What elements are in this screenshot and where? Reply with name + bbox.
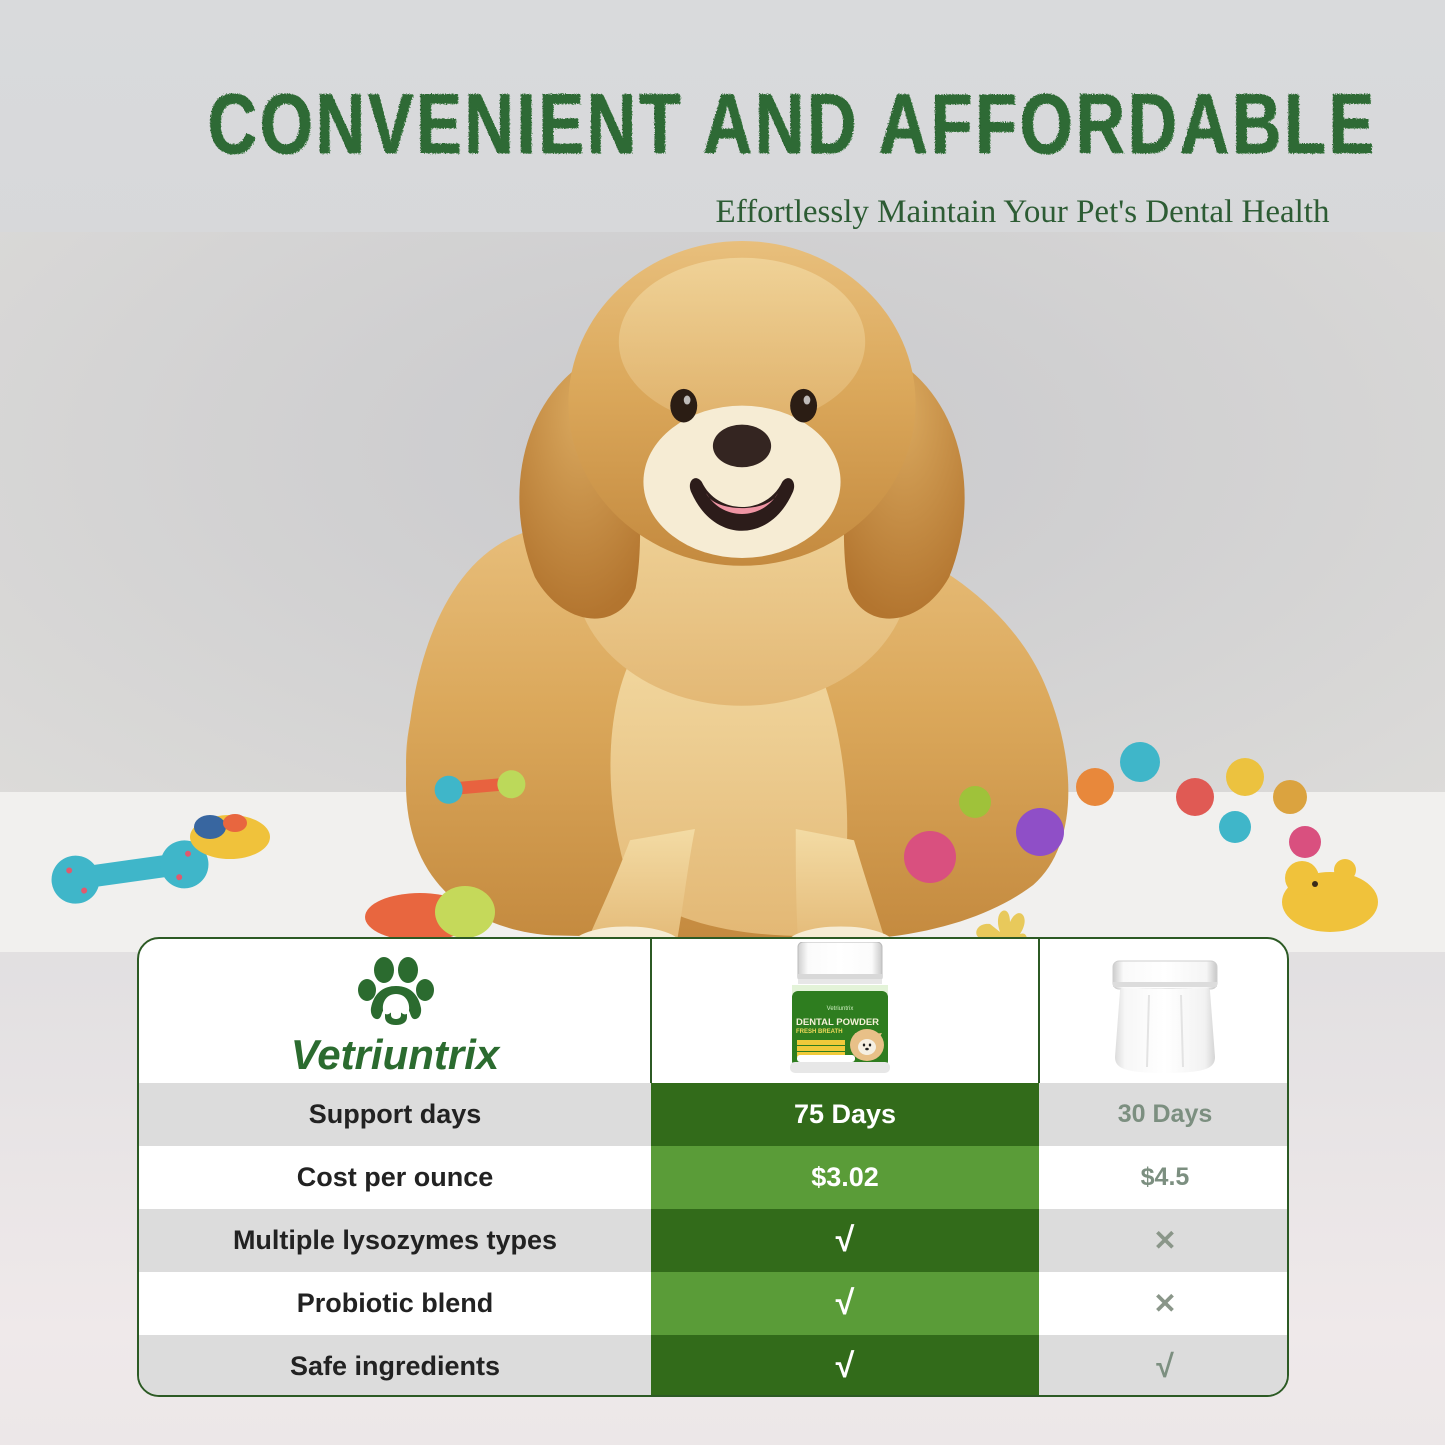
svg-text:DENTAL POWDER: DENTAL POWDER: [796, 1017, 879, 1028]
svg-text:FRESH BREATH: FRESH BREATH: [796, 1029, 843, 1035]
svg-text:Vetriuntrix: Vetriuntrix: [827, 1006, 854, 1012]
